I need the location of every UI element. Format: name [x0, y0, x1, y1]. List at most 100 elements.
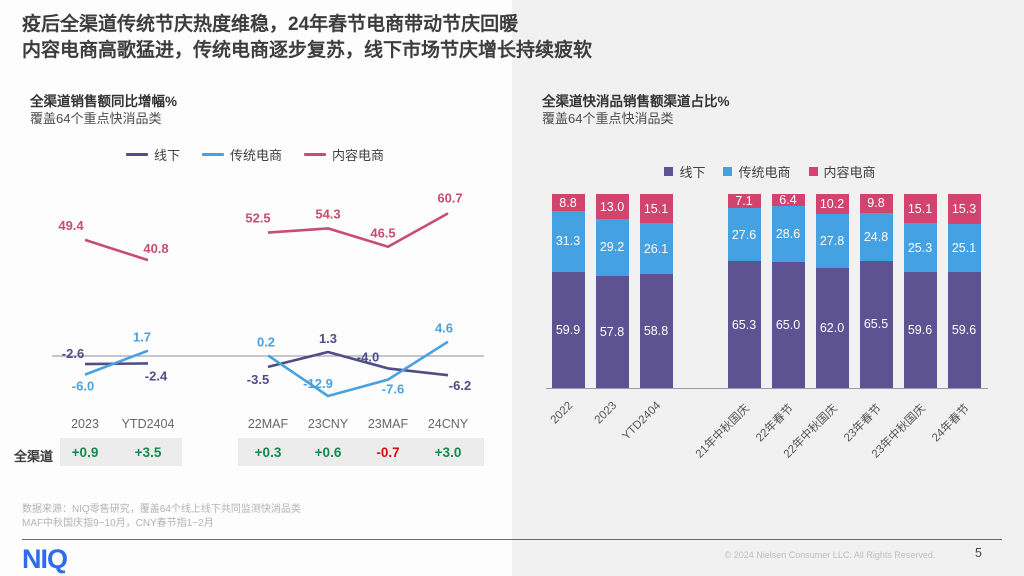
bar-segment-传统电商: 28.6 — [771, 206, 805, 262]
bar-value-label: 13.0 — [599, 199, 625, 214]
data-point-label: -12.9 — [303, 376, 333, 391]
bar-value-label: 27.6 — [731, 227, 757, 242]
bar-value-label: 65.3 — [731, 317, 757, 332]
bar-value-label: 65.0 — [775, 317, 801, 332]
x-axis-label: 2023 — [71, 417, 99, 431]
slide-title: 疫后全渠道传统节庆热度维稳，24年春节电商带动节庆回暖 内容电商高歌猛进，传统电… — [22, 12, 722, 64]
data-point-label: -3.5 — [247, 372, 269, 387]
page-number: 5 — [975, 546, 982, 560]
legend-item-0: 线下 — [125, 145, 180, 164]
bar-segment-内容电商: 15.1 — [903, 194, 937, 224]
bar-value-label: 25.3 — [907, 240, 933, 255]
bar-value-label: 8.8 — [559, 195, 577, 210]
omni-row-value: +3.5 — [134, 445, 162, 460]
bar-value-label: 15.1 — [907, 201, 933, 216]
legend-label: 线下 — [153, 148, 180, 163]
bar-value-label: 59.6 — [907, 323, 933, 338]
line-chart-canvas: -2.6 -2.4 -3.5 1.3 -4.0 -6.2 -6.0 1.7 0.2 -12.9 -7… — [52, 190, 484, 431]
bar-chart-legend: 线下 传统电商 内容电商 — [560, 162, 980, 181]
line-chart-legend: 线下 传统电商 内容电商 — [30, 145, 480, 164]
data-point-label: 52.5 — [245, 211, 270, 226]
bar-segment-内容电商: 9.8 — [859, 193, 893, 213]
bar-segment-传统电商: 26.1 — [639, 223, 673, 274]
legend-swatch-icon — [664, 167, 674, 176]
line-series-2 — [267, 212, 449, 248]
bar-value-label: 15.1 — [643, 201, 669, 216]
copyright-text: © 2024 Nielsen Consumer LLC. All Rights … — [724, 550, 936, 560]
data-point-label: -6.2 — [449, 378, 471, 393]
bar-segment-内容电商: 10.2 — [815, 194, 849, 214]
data-point-label: 1.3 — [319, 331, 337, 346]
bar-segment-线下: 65.0 — [771, 261, 805, 388]
bar-value-label: 27.8 — [819, 233, 845, 248]
bar-segment-内容电商: 13.0 — [595, 194, 629, 220]
bar-segment-内容电商: 8.8 — [551, 194, 585, 212]
bar-value-label: 29.2 — [599, 240, 625, 255]
bar-segment-传统电商: 29.2 — [595, 219, 629, 276]
data-point-label: 54.3 — [315, 206, 340, 221]
footnote-line1: 数据来源：NIQ零售研究，覆盖64个线上线下共同监测快消品类 — [22, 504, 301, 515]
bar-segment-内容电商: 15.3 — [947, 194, 981, 224]
data-point-label: -4.0 — [357, 349, 379, 364]
bar-value-label: 15.3 — [951, 201, 977, 216]
bar-value-label: 10.2 — [819, 196, 845, 211]
slide-title-line1: 疫后全渠道传统节庆热度维稳，24年春节电商带动节庆回暖 — [22, 14, 519, 35]
legend-item-1: 传统电商 — [201, 145, 282, 164]
bar-value-label: 62.0 — [819, 320, 845, 335]
bar-chart-baseline — [546, 388, 988, 389]
footnote: 数据来源：NIQ零售研究，覆盖64个线上线下共同监测快消品类 MAF中秋国庆指9… — [22, 503, 301, 531]
legend-label: 内容电商 — [332, 148, 385, 163]
bar-segment-内容电商: 6.4 — [771, 193, 805, 208]
line-chart-title: 全渠道销售额同比增幅% — [30, 94, 178, 109]
data-point-label: 4.6 — [435, 321, 453, 336]
bar-segment-线下: 62.0 — [815, 267, 849, 388]
data-point-label: 1.7 — [133, 330, 151, 345]
omni-row-value: +0.3 — [254, 445, 282, 460]
data-point-label: 60.7 — [437, 190, 462, 205]
data-point-label: 49.4 — [58, 218, 84, 233]
bar-segment-线下: 59.6 — [947, 272, 981, 388]
bar-value-label: 7.1 — [735, 193, 753, 208]
niq-logo: NIQ — [22, 544, 68, 574]
bar-value-label: 57.8 — [599, 324, 625, 339]
bar-value-label: 28.6 — [775, 227, 801, 242]
bar-segment-传统电商: 25.3 — [903, 223, 937, 273]
legend-label: 传统电商 — [738, 165, 791, 180]
omni-row-value: -0.7 — [376, 445, 400, 460]
x-axis-label: 23MAF — [368, 417, 409, 431]
legend-item-0: 线下 — [664, 162, 705, 181]
omni-row-value: +0.9 — [71, 445, 99, 460]
legend-item-2: 内容电商 — [808, 162, 876, 181]
bar-segment-线下: 65.5 — [859, 260, 893, 388]
bar-value-label: 31.3 — [555, 234, 581, 249]
bar-chart-subtitle: 覆盖64个重点快消品类 — [542, 111, 674, 126]
bar-segment-线下: 59.9 — [551, 271, 585, 388]
bar-segment-线下: 65.3 — [727, 261, 761, 388]
omni-row-band-left — [60, 438, 182, 466]
footer-divider — [22, 539, 1002, 540]
bar-segment-传统电商: 25.1 — [947, 223, 981, 273]
bar-value-label: 65.5 — [863, 317, 889, 332]
legend-item-1: 传统电商 — [723, 162, 791, 181]
data-point-label: 46.5 — [370, 226, 395, 241]
line-series-1 — [84, 349, 149, 376]
legend-swatch-icon — [304, 153, 326, 156]
line-series-1 — [267, 340, 449, 398]
omni-row-label: 全渠道 — [14, 449, 54, 464]
legend-label: 线下 — [679, 165, 706, 180]
x-axis-label: 22MAF — [248, 417, 289, 431]
legend-swatch-icon — [201, 153, 224, 156]
bar-chart-title: 全渠道快消品销售额渠道占比% — [542, 94, 730, 109]
bar-value-label: 6.4 — [779, 193, 797, 208]
legend-label: 传统电商 — [229, 148, 282, 163]
data-point-label: -6.0 — [72, 379, 94, 394]
footnote-line2: MAF中秋国庆指9~10月，CNY春节指1~2月 — [22, 518, 214, 529]
bar-segment-内容电商: 7.1 — [727, 193, 761, 208]
legend-swatch-icon — [125, 153, 148, 156]
bar-segment-线下: 57.8 — [595, 275, 629, 388]
bar-value-label: 58.8 — [643, 323, 669, 338]
bar-value-label: 9.8 — [867, 196, 885, 211]
bar-segment-线下: 58.8 — [639, 273, 673, 388]
legend-item-2: 内容电商 — [304, 145, 384, 164]
